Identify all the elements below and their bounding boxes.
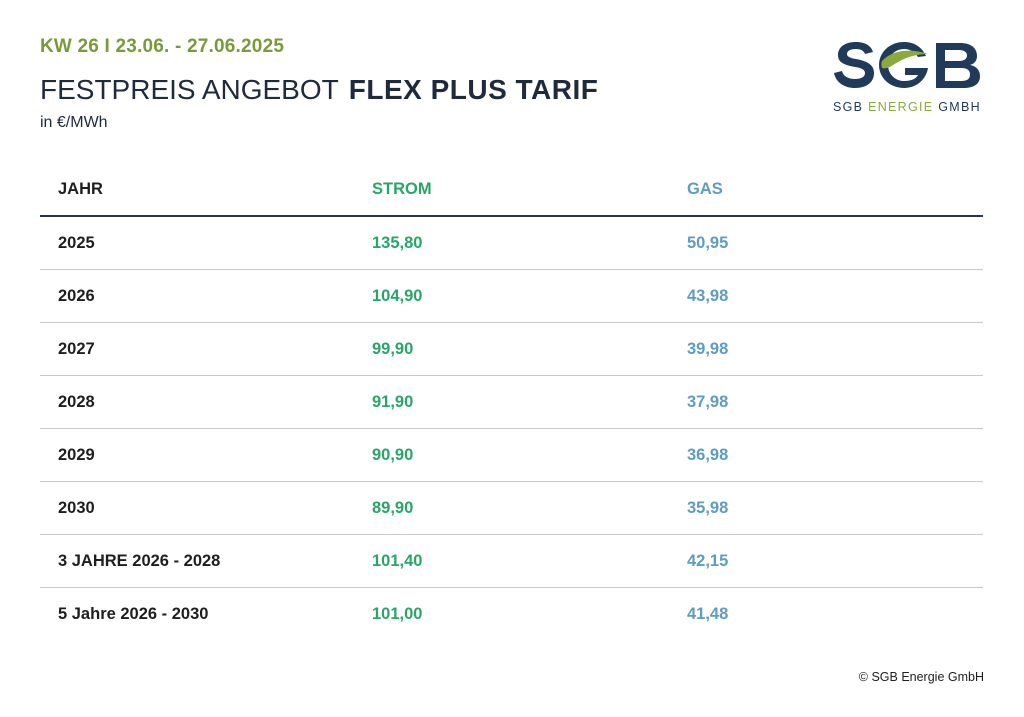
cell-strom: 99,90: [372, 339, 414, 358]
week-label: KW 26 I 23.06. - 27.06.2025: [40, 36, 285, 57]
cell-jahr: 2025: [58, 233, 95, 252]
cell-jahr: 2027: [58, 339, 95, 358]
cell-jahr: 2029: [58, 445, 95, 464]
cell-strom: 101,00: [372, 604, 423, 623]
cell-gas: 39,98: [687, 339, 729, 358]
cell-strom: 101,40: [372, 551, 423, 570]
table-row: 2027 99,90 39,98: [40, 323, 983, 376]
cell-jahr: 2028: [58, 392, 95, 411]
cell-strom: 90,90: [372, 445, 414, 464]
table-row: 2029 90,90 36,98: [40, 429, 983, 482]
column-header-jahr: JAHR: [58, 180, 103, 198]
sgb-logo-mark: [834, 42, 980, 88]
table-row: 2030 89,90 35,98: [40, 482, 983, 535]
table-row: 2025 135,80 50,95: [40, 217, 983, 270]
logo-sub-suffix: GMBH: [933, 100, 981, 114]
cell-jahr: 3 JAHRE 2026 - 2028: [58, 551, 221, 570]
cell-strom: 104,90: [372, 286, 423, 305]
cell-gas: 43,98: [687, 286, 729, 305]
cell-jahr: 2030: [58, 498, 95, 517]
logo-sub-green: ENERGIE: [868, 100, 934, 114]
copyright-notice: © SGB Energie GmbH: [858, 670, 984, 684]
cell-gas: 36,98: [687, 445, 729, 464]
sgb-logo: SGB ENERGIE GMBH: [833, 38, 988, 120]
cell-gas: 42,15: [687, 551, 729, 570]
table-row: 2028 91,90 37,98: [40, 376, 983, 429]
table-header-row: JAHR STROM GAS: [40, 164, 983, 217]
cell-gas: 50,95: [687, 233, 729, 252]
unit-label: in €/MWh: [40, 114, 108, 131]
cell-gas: 41,48: [687, 604, 729, 623]
title-light: FESTPREIS ANGEBOT: [40, 74, 339, 105]
cell-jahr: 5 Jahre 2026 - 2030: [58, 604, 209, 623]
page-title: FESTPREIS ANGEBOT FLEX PLUS TARIF: [40, 74, 598, 106]
table-row: 5 Jahre 2026 - 2030 101,00 41,48: [40, 588, 983, 640]
cell-gas: 37,98: [687, 392, 729, 411]
title-bold: FLEX PLUS TARIF: [348, 74, 599, 105]
logo-sub-prefix: SGB: [833, 100, 869, 114]
table-row: 3 JAHRE 2026 - 2028 101,40 42,15: [40, 535, 983, 588]
cell-gas: 35,98: [687, 498, 729, 517]
cell-jahr: 2026: [58, 286, 95, 305]
cell-strom: 89,90: [372, 498, 414, 517]
table-row: 2026 104,90 43,98: [40, 270, 983, 323]
column-header-gas: GAS: [687, 180, 723, 198]
cell-strom: 135,80: [372, 233, 423, 252]
column-header-strom: STROM: [372, 180, 432, 198]
price-table: JAHR STROM GAS 2025 135,80 50,95 2026 10…: [40, 164, 983, 640]
logo-subtitle: SGB ENERGIE GMBH: [833, 100, 988, 114]
cell-strom: 91,90: [372, 392, 414, 411]
